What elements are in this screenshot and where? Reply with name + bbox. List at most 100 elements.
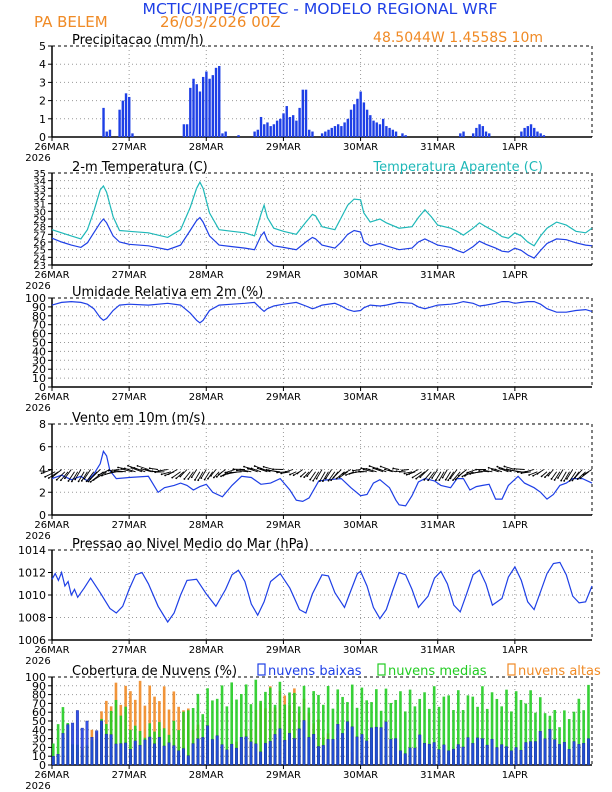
- precip-bar: [362, 102, 366, 137]
- cloud-bar-2: [51, 756, 55, 766]
- cloud-bar-2: [100, 720, 103, 766]
- cloud-bar-2: [456, 744, 460, 766]
- precip-bar: [353, 104, 356, 137]
- wind-arrow-head: [469, 473, 472, 475]
- cloud-bar-1: [567, 719, 571, 765]
- cloud-bar-2: [239, 737, 243, 766]
- series-line-0: [51, 449, 593, 507]
- wind-arrow: [158, 469, 168, 472]
- wind-arrow-head: [579, 477, 582, 479]
- wind-arrow: [71, 471, 79, 482]
- precip-bar: [253, 131, 256, 137]
- cloud-bar-2: [533, 741, 537, 766]
- wind-arrow: [41, 469, 53, 474]
- cloud-bar-1: [288, 692, 291, 765]
- x-year-label: 2026: [25, 531, 50, 542]
- cloud-bar-2: [480, 738, 484, 766]
- wind-arrow: [510, 469, 522, 473]
- cloud-bar-1: [268, 687, 272, 765]
- wind-arrow: [435, 471, 442, 481]
- wind-arrow: [574, 469, 583, 479]
- wind-arrow-head: [560, 479, 563, 482]
- wind-arrow: [328, 471, 336, 481]
- wind-arrow-head: [256, 467, 259, 470]
- wind-arrow-head: [220, 475, 222, 478]
- wind-arrow-head: [547, 474, 550, 477]
- precip-bar: [340, 126, 343, 137]
- wind-arrow: [352, 469, 361, 472]
- wind-arrow: [60, 471, 69, 481]
- cloud-bar-2: [437, 749, 441, 766]
- cloud-bar-1: [505, 689, 508, 765]
- cloud-bar-1: [514, 691, 518, 765]
- wind-arrow-head: [83, 477, 86, 480]
- cloud-bar-0: [143, 705, 147, 765]
- wind-arrow-head: [59, 479, 62, 482]
- precip-bar: [214, 67, 218, 137]
- wind-arrow-head: [563, 480, 566, 482]
- x-tick-label: 29MAR: [266, 645, 301, 656]
- wind-arrow-head: [483, 469, 485, 472]
- y-tick-label: 3: [39, 76, 46, 89]
- precip-bar: [108, 129, 112, 137]
- wind-arrow-head: [475, 468, 477, 471]
- y-tick-label: 5: [39, 40, 46, 53]
- precip-bar: [195, 84, 198, 137]
- wind-arrow: [210, 469, 217, 477]
- cloud-bar-2: [582, 743, 586, 766]
- precip-bar: [369, 115, 372, 137]
- wind-arrow-head: [148, 467, 151, 470]
- x-tick-label: 27MAR: [112, 645, 147, 656]
- wind-arrow: [108, 469, 120, 472]
- cloud-bar-2: [389, 739, 393, 766]
- series-line-0: [51, 300, 593, 324]
- cloud-bar-2: [524, 742, 528, 766]
- wind-arrow: [537, 469, 545, 475]
- precip-bar: [385, 126, 388, 137]
- wind-arrow: [236, 469, 249, 473]
- precip-bar: [536, 131, 539, 137]
- precip-bar: [124, 93, 128, 137]
- wind-arrow-head: [92, 479, 95, 481]
- wind-arrow-head: [289, 473, 291, 476]
- wind-arrow-head: [55, 478, 58, 481]
- panel-title: Cobertura de Nuvens (%): [72, 664, 237, 679]
- cloud-bar-1: [437, 706, 441, 765]
- wind-arrow-head: [566, 477, 568, 480]
- wind-arrow-head: [498, 467, 501, 470]
- cloud-bar-1: [215, 698, 219, 765]
- x-tick-label: 1APR: [502, 142, 528, 153]
- wind-arrow-head: [167, 473, 170, 476]
- wind-arrow-head: [164, 474, 167, 477]
- cloud-bar-1: [413, 706, 417, 765]
- wind-arrow-head: [171, 476, 174, 479]
- wind-arrow-head: [327, 479, 330, 482]
- cloud-bar-1: [350, 684, 354, 765]
- wind-arrow: [213, 471, 220, 478]
- wind-arrow-head: [74, 478, 77, 481]
- wind-arrow: [339, 471, 348, 478]
- cloud-bar-1: [524, 703, 528, 765]
- precip-bar: [282, 113, 285, 137]
- wind-arrow-head: [491, 468, 493, 471]
- wind-arrow: [240, 469, 252, 473]
- y-tick-label: 30: [32, 354, 46, 367]
- header-coords: 48.5044W 1.4558S 10m: [373, 30, 543, 46]
- x-tick-label: 31MAR: [420, 645, 455, 656]
- y-tick-label: 90: [32, 301, 46, 314]
- wind-arrow-head: [461, 475, 464, 478]
- y-tick-label: 40: [32, 724, 46, 737]
- cloud-bar-1: [119, 715, 123, 765]
- cloud-bar-2: [244, 736, 248, 766]
- wind-arrow: [488, 467, 496, 470]
- cloud-bar-2: [408, 747, 412, 766]
- cloud-bar-1: [177, 730, 180, 765]
- cloud-bar-1: [519, 699, 523, 765]
- x-tick-label: 29MAR: [266, 270, 301, 281]
- wind-arrow-head: [574, 476, 576, 479]
- wind-arrow: [560, 471, 567, 481]
- cloud-bar-2: [341, 733, 345, 766]
- precip-bar: [481, 126, 485, 137]
- x-year-label: 2026: [25, 656, 50, 667]
- cloud-bar-1: [182, 711, 185, 765]
